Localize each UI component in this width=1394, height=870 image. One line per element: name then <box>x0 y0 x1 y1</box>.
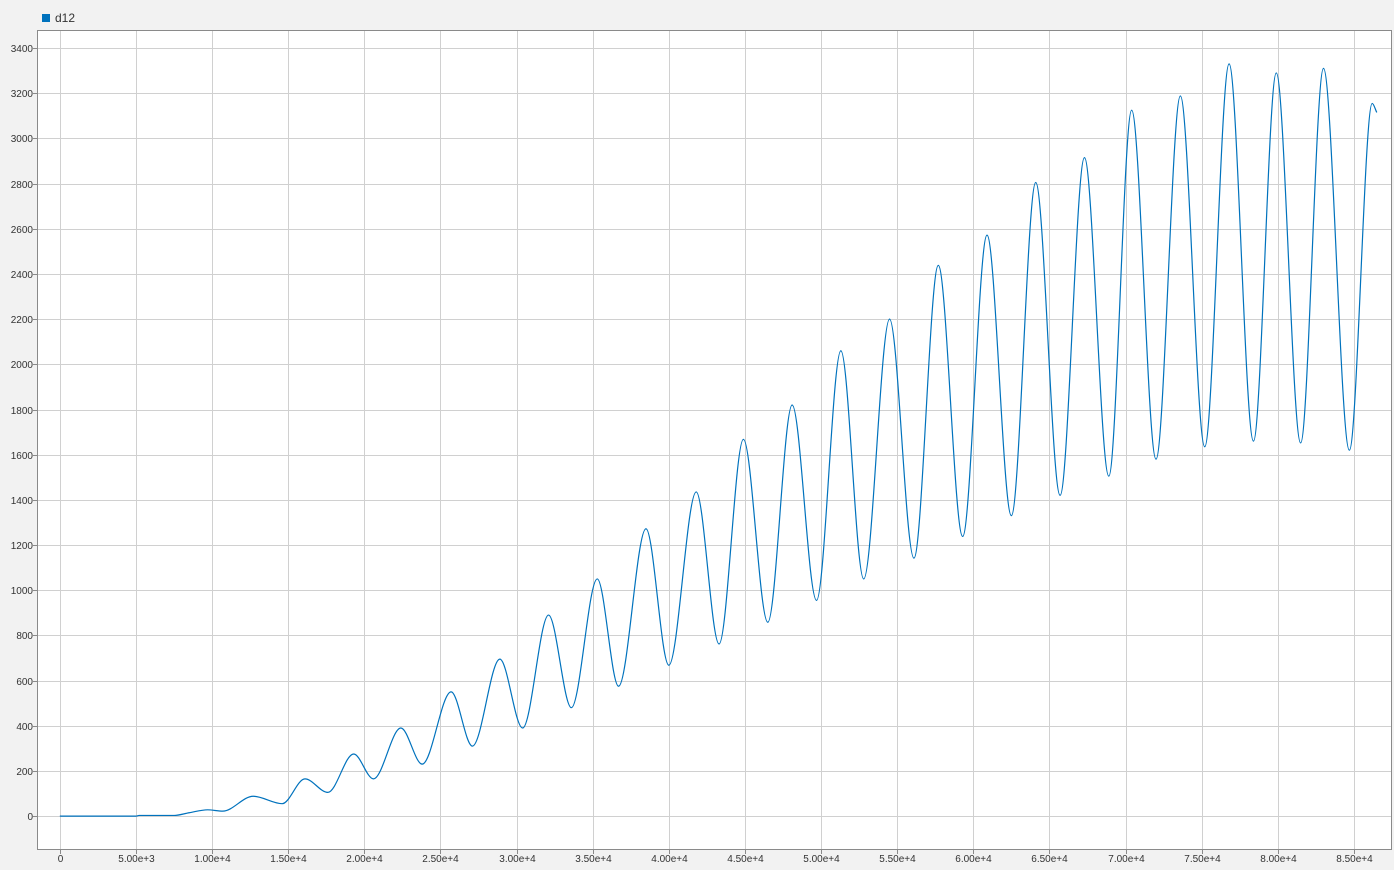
axes: 0 5.00e+3 1.00e+4 1.50e+4 2.00e+4 2.50e+4 3.00… <box>11 30 1392 865</box>
x-tick-label: 7.50e+4 <box>1184 854 1221 865</box>
x-tick-label: 5.00e+4 <box>803 854 840 865</box>
x-tick-label: 6.50e+4 <box>1031 854 1068 865</box>
gridlines <box>37 30 1392 850</box>
x-tick-label: 0 <box>58 854 64 865</box>
x-tick-label: 5.50e+4 <box>879 854 916 865</box>
x-tick-label: 3.00e+4 <box>499 854 536 865</box>
x-tick-label: 2.50e+4 <box>422 854 459 865</box>
x-tick-label: 7.00e+4 <box>1108 854 1145 865</box>
plot-area[interactable] <box>37 30 1392 850</box>
x-tick-label: 8.50e+4 <box>1336 854 1373 865</box>
x-tick-label: 2.00e+4 <box>346 854 383 865</box>
y-tick-label: 0 <box>27 812 33 823</box>
legend[interactable]: d12 <box>42 11 75 25</box>
x-tick-label: 5.00e+3 <box>118 854 155 865</box>
y-tick-label: 2800 <box>11 180 34 191</box>
x-tick-label: 1.00e+4 <box>194 854 231 865</box>
x-tick-label: 4.50e+4 <box>727 854 764 865</box>
y-tick-label: 2200 <box>11 315 34 326</box>
y-tick-label: 400 <box>16 722 33 733</box>
x-tick-label: 1.50e+4 <box>270 854 307 865</box>
y-tick-label: 2000 <box>11 360 34 371</box>
y-tick-label: 2400 <box>11 270 34 281</box>
series-layer <box>59 63 1378 817</box>
x-tick-label: 6.00e+4 <box>955 854 992 865</box>
y-tick-label: 1600 <box>11 451 34 462</box>
y-tick-label: 200 <box>16 767 33 778</box>
y-tick-label: 2600 <box>11 225 34 236</box>
y-tick-label: 1400 <box>11 496 34 507</box>
y-tick-label: 1000 <box>11 586 34 597</box>
x-tick-label: 8.00e+4 <box>1260 854 1297 865</box>
legend-series-label: d12 <box>55 11 76 25</box>
y-tick-label: 600 <box>16 677 33 688</box>
y-tick-label: 1800 <box>11 406 34 417</box>
y-tick-label: 1200 <box>11 541 34 552</box>
y-tick-label: 3000 <box>11 134 34 145</box>
legend-swatch <box>42 14 50 22</box>
y-tick-label: 3200 <box>11 89 34 100</box>
y-tick-label: 800 <box>16 631 33 642</box>
series-line-d12[interactable] <box>59 63 1378 817</box>
plot-border <box>37 30 1392 850</box>
x-tick-label: 3.50e+4 <box>575 854 612 865</box>
x-tick-label: 4.00e+4 <box>651 854 688 865</box>
y-tick-label: 3400 <box>11 44 34 55</box>
